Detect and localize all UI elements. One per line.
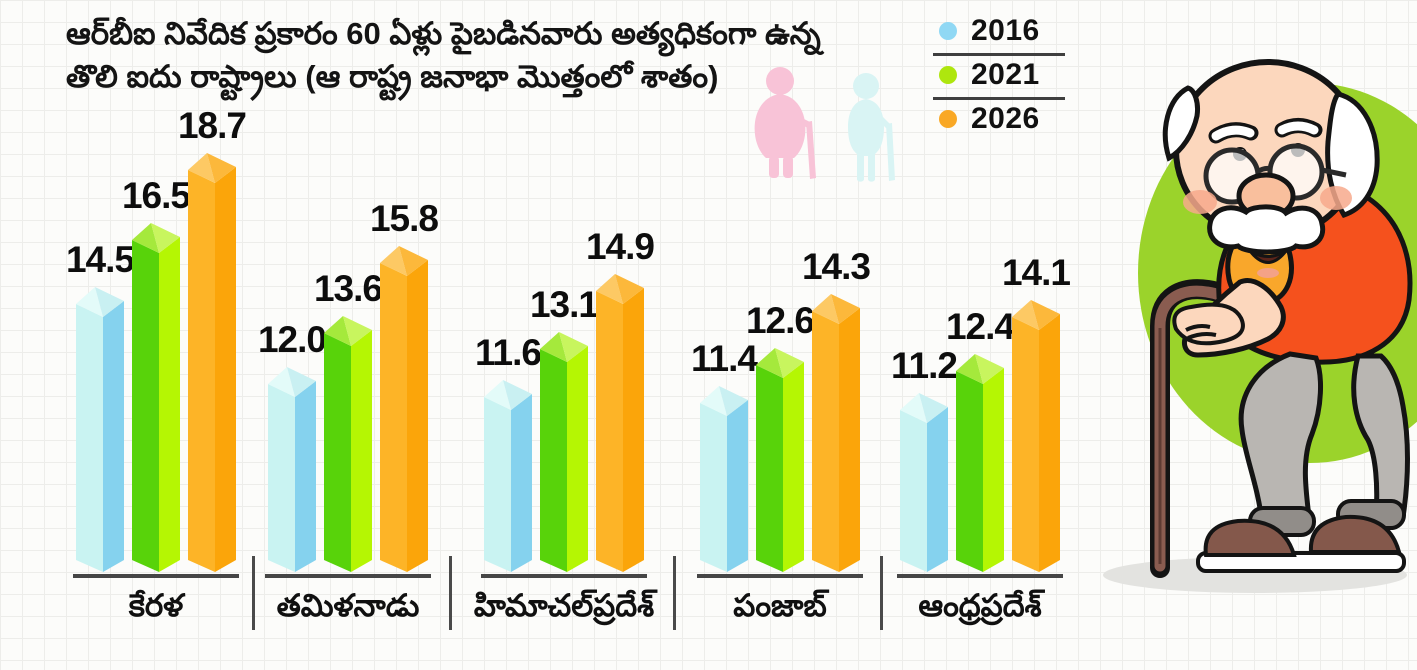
bar-2016-పంజాబ్ (700, 386, 748, 572)
value-label-2016-హిమాచల్‌ప్రదేశ్: 11.6 (475, 332, 542, 373)
legend-item-2021: 2021 (933, 56, 1065, 100)
bar-2026-ఆంధ్రప్రదేశ్ (1012, 300, 1060, 572)
legend-item-2026: 2026 (933, 100, 1065, 141)
value-label-2016-కేరళ: 14.5 (65, 239, 135, 280)
legend-label: 2026 (971, 102, 1040, 135)
legend-dot-2026 (939, 110, 957, 128)
group-baseline (897, 574, 1063, 578)
value-label-2026-పంజాబ్: 14.3 (801, 246, 871, 287)
group-baseline (265, 574, 431, 578)
bar-2026-హిమాచల్‌ప్రదేశ్ (596, 274, 644, 572)
group-separator (449, 556, 452, 630)
bar-2026-తమిళనాడు (380, 246, 428, 572)
platform (1196, 551, 1406, 573)
value-label-2016-ఆంధ్రప్రదేశ్: 11.2 (891, 345, 958, 386)
group-baseline (481, 574, 647, 578)
category-label-ఆంధ్రప్రదేశ్: ఆంధ్రప్రదేశ్ (918, 588, 1042, 623)
value-label-2021-ఆంధ్రప్రదేశ్: 12.4 (945, 306, 1015, 347)
cheek-right (1320, 186, 1352, 210)
legend-dot-2016 (939, 22, 957, 40)
value-label-2026-ఆంధ్రప్రదేశ్: 14.1 (1001, 252, 1071, 293)
elderly-couple-illustration (754, 67, 895, 182)
head (1162, 59, 1380, 278)
value-label-2026-తమిళనాడు: 15.8 (369, 198, 439, 239)
hands (1172, 302, 1245, 346)
hair-tufts (1162, 85, 1380, 218)
value-label-2021-పంజాబ్: 12.6 (745, 300, 815, 341)
chart-title-line2: తొలి ఐదు రాష్ట్రాలు (ఆ రాష్ట్ర జనాభా మొత… (66, 59, 719, 95)
legend-dot-2021 (939, 66, 957, 84)
chart-title-line1: ఆర్‌బీఐ నివేదిక ప్రకారం 60 ఏళ్లు పైబడినవ… (66, 16, 821, 51)
legend-item-2016: 2016 (933, 12, 1065, 56)
bar-2021-తమిళనాడు (324, 316, 372, 572)
mustache (1207, 204, 1326, 255)
elderly-man-silhouette (848, 73, 895, 182)
group-separator (252, 556, 255, 630)
bar-2016-హిమాచల్‌ప్రదేశ్ (484, 380, 532, 572)
lower-lip (1257, 268, 1279, 278)
eyebrows (1208, 118, 1323, 144)
group-baseline (73, 574, 239, 578)
bar-2021-కేరళ (132, 223, 180, 572)
value-label-2021-కేరళ: 16.5 (121, 175, 191, 216)
bar-2026-కేరళ (188, 153, 236, 572)
bar-2021-ఆంధ్రప్రదేశ్ (956, 354, 1004, 572)
legend: 2016 2021 2026 (933, 12, 1065, 141)
category-label-తమిళనాడు: తమిళనాడు (276, 588, 420, 623)
value-label-2016-పంజాబ్: 11.4 (691, 338, 758, 379)
cheek-left (1183, 190, 1217, 214)
bar-2021-హిమాచల్‌ప్రదేశ్ (540, 332, 588, 572)
bar-2016-కేరళ (76, 287, 124, 572)
old-man-illustration (1103, 59, 1417, 593)
value-label-2021-హిమాచల్‌ప్రదేశ్: 13.1 (529, 284, 599, 325)
pants (1238, 351, 1410, 528)
shoes (1203, 514, 1402, 557)
chart-title: ఆర్‌బీఐ నివేదిక ప్రకారం 60 ఏళ్లు పైబడినవ… (66, 12, 946, 99)
bar-2016-ఆంధ్రప్రదేశ్ (900, 393, 948, 572)
category-label-హిమాచల్‌ప్రదేశ్: హిమాచల్‌ప్రదేశ్ (473, 588, 655, 623)
legend-label: 2021 (971, 58, 1040, 91)
bar-2026-పంజాబ్ (812, 294, 860, 572)
group-separator (673, 556, 676, 630)
group-baseline (697, 574, 863, 578)
bar-2021-పంజాబ్ (756, 348, 804, 572)
value-label-2021-తమిళనాడు: 13.6 (313, 268, 383, 309)
mouth (1248, 249, 1288, 264)
category-label-కేరళ: కేరళ (128, 588, 184, 623)
category-label-పంజాబ్: పంజాబ్ (733, 588, 827, 623)
group-separator (880, 556, 883, 630)
value-label-2026-కేరళ: 18.7 (177, 105, 247, 146)
elderly-woman-silhouette (754, 67, 816, 179)
legend-label: 2016 (971, 14, 1040, 47)
value-label-2016-తమిళనాడు: 12.0 (257, 319, 327, 360)
value-label-2026-హిమాచల్‌ప్రదేశ్: 14.9 (585, 226, 655, 267)
bar-2016-తమిళనాడు (268, 367, 316, 572)
